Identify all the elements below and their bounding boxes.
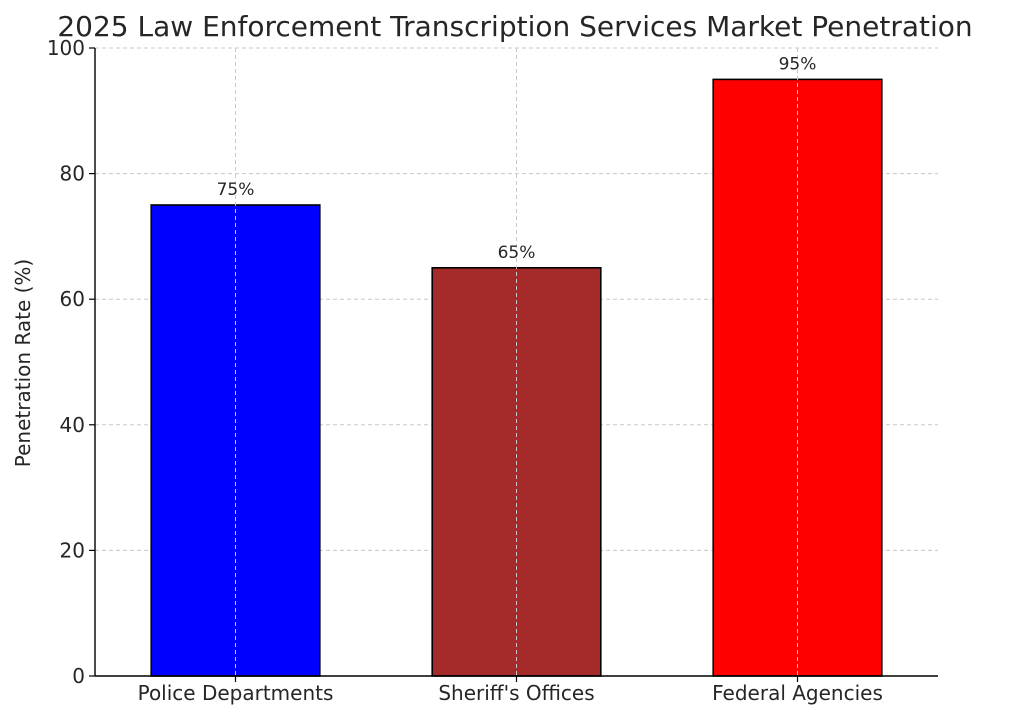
bar-value-label: 75% bbox=[217, 180, 255, 200]
x-tick-labels: Police Departments Sheriff's Offices Feder… bbox=[138, 681, 883, 705]
bar-value-label: 95% bbox=[779, 54, 817, 74]
x-tick-label: Police Departments bbox=[138, 681, 334, 705]
x-tick-label: Federal Agencies bbox=[712, 681, 883, 705]
bars bbox=[150, 78, 883, 677]
chart-title: 2025 Law Enforcement Transcription Servi… bbox=[57, 10, 972, 43]
y-tick-label: 80 bbox=[60, 162, 85, 186]
y-tick-label: 100 bbox=[47, 36, 85, 60]
y-tick-label: 20 bbox=[60, 538, 85, 562]
y-axis-label: Penetration Rate (%) bbox=[11, 259, 35, 467]
y-tick-label: 40 bbox=[60, 413, 85, 437]
x-tick-label: Sheriff's Offices bbox=[438, 681, 594, 705]
y-tick-labels: 0 20 40 60 80 100 bbox=[47, 36, 85, 688]
y-tick-label: 60 bbox=[60, 287, 85, 311]
bar-value-label: 65% bbox=[498, 243, 536, 263]
y-tick-label: 0 bbox=[72, 664, 85, 688]
bar-value-labels: 75% 65% 95% bbox=[217, 54, 817, 262]
axes bbox=[89, 47, 938, 682]
